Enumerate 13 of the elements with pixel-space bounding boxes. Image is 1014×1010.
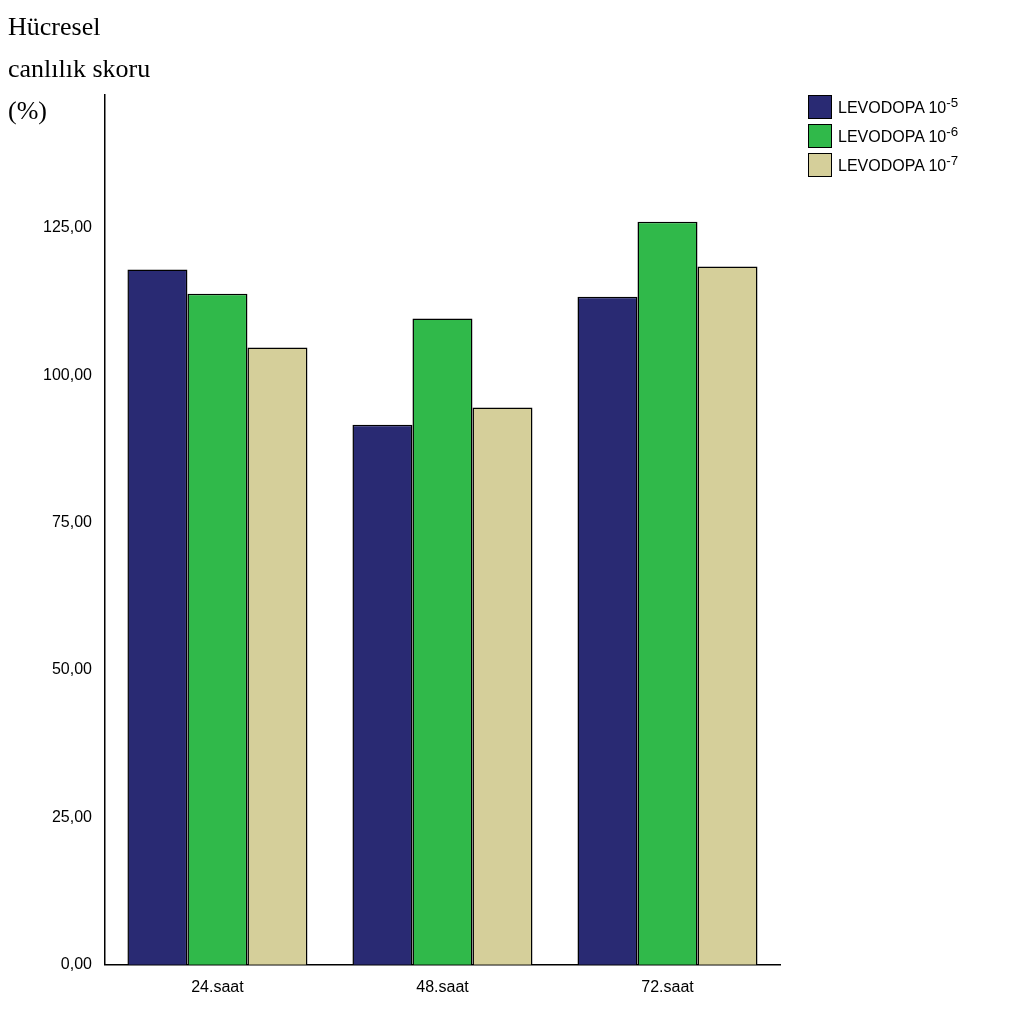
x-tick-label: 48.saat xyxy=(416,977,470,995)
y-tick-label: 125,00 xyxy=(43,218,93,236)
x-tick-label: 24.saat xyxy=(191,977,245,995)
legend-label: LEVODOPA 10$^{-7}$ xyxy=(838,153,959,176)
y-tick-label: 50,00 xyxy=(51,660,93,678)
x-tick-label: 72.saat xyxy=(641,977,695,995)
y-tick-label: 100,00 xyxy=(43,365,93,383)
y-tick-label: 0,00 xyxy=(60,955,93,973)
legend-label: LEVODOPA 10$^{-6}$ xyxy=(838,124,959,147)
y-tick-label: 25,00 xyxy=(51,807,93,825)
legend-label: LEVODOPA 10$^{-5}$ xyxy=(838,95,959,118)
y-tick-label: 75,00 xyxy=(51,512,93,530)
y-axis-title: Hücresel canlılık skoru (%) xyxy=(8,11,152,127)
